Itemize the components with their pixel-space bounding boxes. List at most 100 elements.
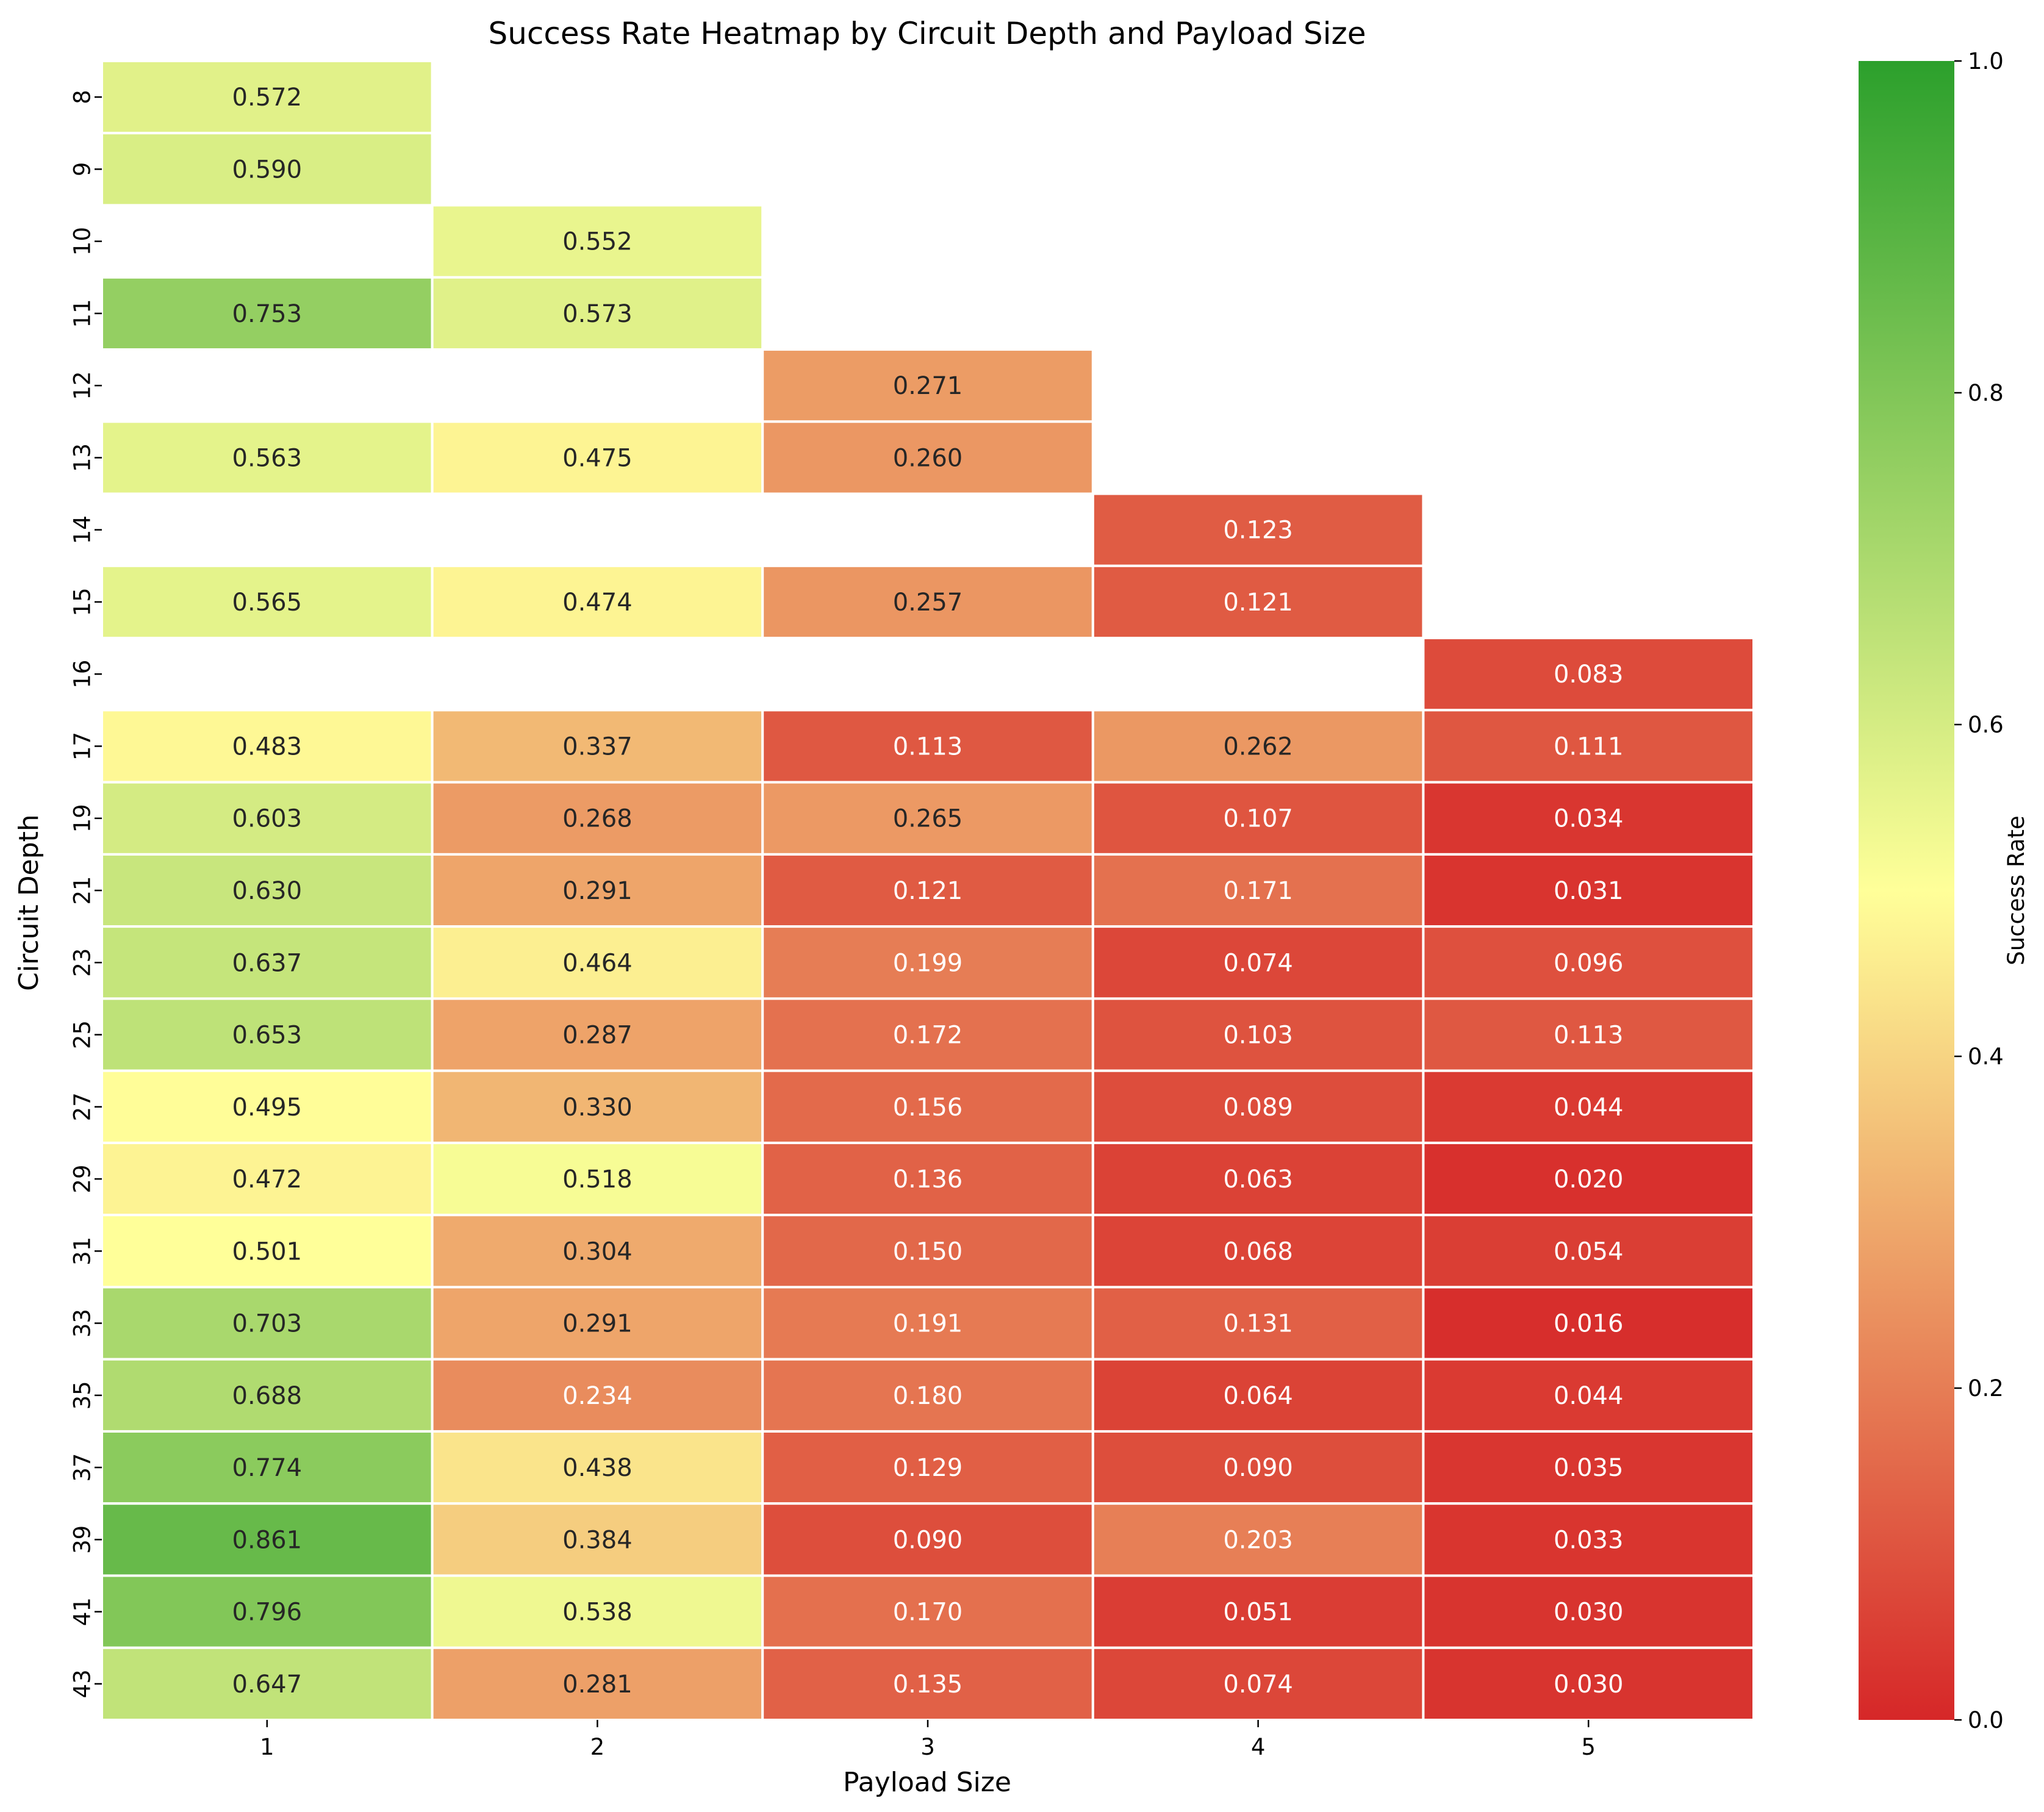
heatmap-cell — [1422, 1430, 1755, 1505]
heatmap-cell — [1091, 1286, 1425, 1361]
cell-value-label: 0.121 — [1223, 589, 1293, 617]
cell-value-label: 0.271 — [893, 372, 963, 400]
x-axis-label: Payload Size — [843, 1767, 1011, 1798]
heatmap-cell — [1091, 853, 1425, 928]
cell-value-label: 0.281 — [562, 1671, 633, 1699]
cell-value-label: 0.304 — [562, 1237, 633, 1266]
x-tick-label: 3 — [920, 1734, 935, 1760]
heatmap-cell — [761, 709, 1094, 784]
x-tick-label: 5 — [1581, 1734, 1596, 1760]
heatmap-cells — [101, 60, 1755, 1721]
colorbar — [1859, 61, 1954, 1720]
cell-value-label: 0.703 — [232, 1310, 303, 1338]
heatmap-cell — [1091, 492, 1425, 567]
cell-value-label: 0.034 — [1554, 805, 1624, 833]
cell-value-label: 0.068 — [1223, 1237, 1293, 1266]
y-tick-label: 39 — [70, 1525, 96, 1554]
heatmap-cell — [101, 925, 434, 1000]
cell-value-label: 0.637 — [232, 949, 303, 977]
heatmap-cell — [431, 1430, 764, 1505]
cell-value-label: 0.330 — [562, 1094, 633, 1122]
y-tick-label: 25 — [70, 1020, 96, 1049]
y-tick-label: 31 — [70, 1237, 96, 1266]
heatmap-cell — [1091, 709, 1425, 784]
colorbar-tick-label: 0.6 — [1968, 712, 2004, 738]
colorbar-tick-label: 0.2 — [1968, 1375, 2004, 1402]
cell-value-label: 0.044 — [1554, 1382, 1624, 1410]
heatmap-cell — [101, 997, 434, 1072]
y-tick-label: 13 — [70, 443, 96, 472]
y-tick-label: 9 — [70, 162, 96, 177]
cell-value-label: 0.191 — [893, 1310, 963, 1338]
cell-value-label: 0.603 — [232, 805, 303, 833]
heatmap-cell — [761, 1574, 1094, 1649]
cell-value-label: 0.035 — [1554, 1454, 1624, 1482]
heatmap-cell — [761, 348, 1094, 423]
cell-value-label: 0.030 — [1554, 1671, 1624, 1699]
cell-value-label: 0.156 — [893, 1094, 963, 1122]
cell-value-label: 0.647 — [232, 1671, 303, 1699]
x-tick-label: 2 — [590, 1734, 605, 1760]
cell-value-label: 0.171 — [1223, 877, 1293, 905]
y-tick-label: 14 — [70, 515, 96, 544]
y-axis: 8 9 10 11 12 13 14 15 16 17 19 21 23 25 27 29 31 33 35 37 39… — [70, 90, 102, 1698]
y-tick-label: 33 — [70, 1309, 96, 1338]
heatmap-cell — [761, 1646, 1094, 1721]
heatmap-cell — [1091, 1214, 1425, 1289]
cell-value-label: 0.103 — [1223, 1022, 1293, 1050]
cell-value-label: 0.495 — [232, 1094, 303, 1122]
heatmap-cell — [761, 1430, 1094, 1505]
cell-value-label: 0.653 — [232, 1022, 303, 1050]
cell-value-label: 0.074 — [1223, 949, 1293, 977]
y-tick-label: 19 — [70, 804, 96, 833]
y-tick-label: 15 — [70, 587, 96, 616]
y-tick-label: 11 — [70, 299, 96, 328]
heatmap-cell — [1422, 1502, 1755, 1577]
cell-value-label: 0.260 — [893, 444, 963, 472]
cell-value-label: 0.774 — [232, 1454, 303, 1482]
cell-value-label: 0.291 — [562, 1310, 633, 1338]
heatmap-cell — [101, 60, 434, 135]
heatmap-cell — [761, 1141, 1094, 1217]
heatmap-cell — [1422, 1646, 1755, 1721]
cell-value-label: 0.552 — [562, 228, 633, 256]
cell-value-label: 0.074 — [1223, 1671, 1293, 1699]
heatmap-cell — [431, 204, 764, 279]
heatmap-cell — [101, 420, 434, 495]
heatmap-cell — [1422, 997, 1755, 1072]
cell-value-label: 0.031 — [1554, 877, 1624, 905]
cell-value-label: 0.111 — [1554, 732, 1624, 761]
cell-value-label: 0.518 — [562, 1166, 633, 1194]
cell-value-label: 0.089 — [1223, 1094, 1293, 1122]
cell-value-label: 0.565 — [232, 589, 303, 617]
y-tick-label: 23 — [70, 948, 96, 977]
cell-value-label: 0.129 — [893, 1454, 963, 1482]
y-tick-label: 37 — [70, 1453, 96, 1482]
colorbar-tick-label: 0.8 — [1968, 380, 2004, 406]
heatmap-cell — [431, 1574, 764, 1649]
cell-value-label: 0.474 — [562, 589, 633, 617]
cell-value-label: 0.131 — [1223, 1310, 1293, 1338]
heatmap-cell — [431, 781, 764, 856]
heatmap-cell — [761, 1502, 1094, 1577]
x-axis: 1 2 3 4 5 — [260, 1720, 1596, 1760]
cell-value-label: 0.796 — [232, 1599, 303, 1627]
heatmap-cell — [761, 781, 1094, 856]
x-tick-label: 1 — [260, 1734, 274, 1760]
cell-value-label: 0.033 — [1554, 1526, 1624, 1554]
cell-value-label: 0.287 — [562, 1022, 633, 1050]
heatmap-cell — [1091, 1646, 1425, 1721]
heatmap-cell — [431, 1646, 764, 1721]
cell-value-label: 0.135 — [893, 1671, 963, 1699]
heatmap-cell — [761, 564, 1094, 640]
cell-value-label: 0.483 — [232, 732, 303, 761]
heatmap-cell — [1091, 997, 1425, 1072]
heatmap-cell — [431, 1069, 764, 1144]
heatmap-cell — [1091, 564, 1425, 640]
y-axis-label: Circuit Depth — [13, 814, 45, 991]
heatmap-cell — [1422, 1574, 1755, 1649]
heatmap-cell — [431, 420, 764, 495]
heatmap-cell — [761, 420, 1094, 495]
cell-value-label: 0.563 — [232, 444, 303, 472]
cell-value-label: 0.572 — [232, 84, 303, 112]
